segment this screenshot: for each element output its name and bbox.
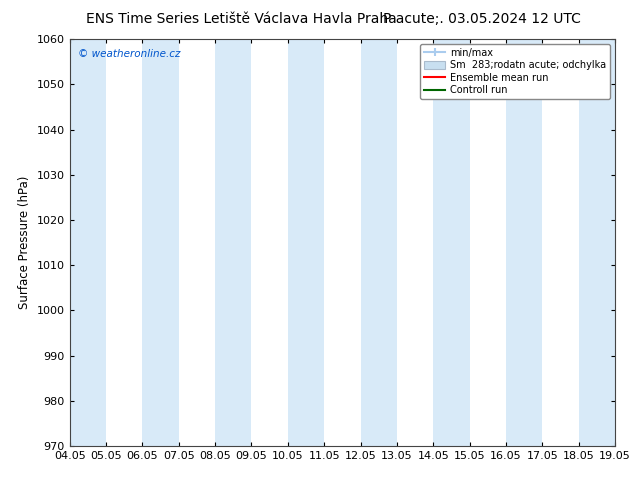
Bar xyxy=(361,39,397,446)
Bar xyxy=(433,39,470,446)
Bar xyxy=(70,39,106,446)
Bar xyxy=(215,39,252,446)
Bar xyxy=(288,39,324,446)
Text: ENS Time Series Letiště Václava Havla Praha: ENS Time Series Letiště Václava Havla Pr… xyxy=(86,12,396,26)
Text: P acute;. 03.05.2024 12 UTC: P acute;. 03.05.2024 12 UTC xyxy=(383,12,581,26)
Legend: min/max, Sm  283;rodatn acute; odchylka, Ensemble mean run, Controll run: min/max, Sm 283;rodatn acute; odchylka, … xyxy=(420,44,610,99)
Y-axis label: Surface Pressure (hPa): Surface Pressure (hPa) xyxy=(18,176,31,309)
Text: © weatheronline.cz: © weatheronline.cz xyxy=(78,49,181,59)
Bar xyxy=(579,39,615,446)
Bar xyxy=(506,39,542,446)
Bar xyxy=(143,39,179,446)
